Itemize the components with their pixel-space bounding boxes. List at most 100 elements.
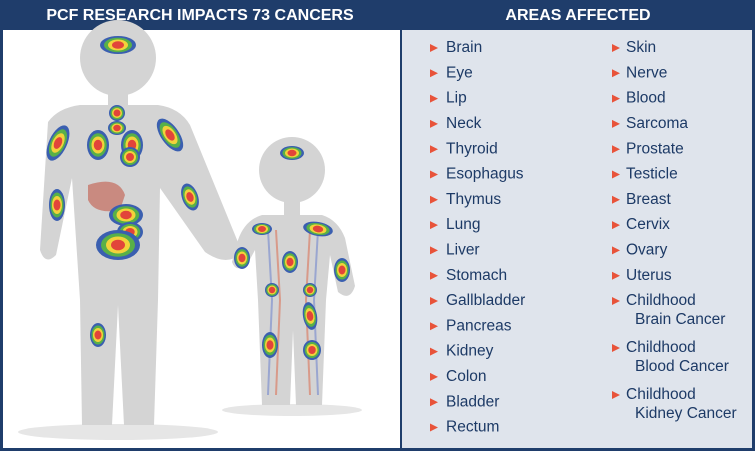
list-item: Blood Cancer bbox=[635, 358, 729, 375]
heat-spot bbox=[156, 118, 184, 152]
areas-list: Brain Eye Lip Neck Thyroid Esophagus Thymus Lun… bbox=[430, 39, 737, 436]
heat-spot bbox=[280, 146, 304, 160]
heat-spot bbox=[109, 204, 143, 226]
list-item: Childhood bbox=[626, 386, 696, 403]
list-item: Sarcoma bbox=[626, 115, 688, 132]
figures bbox=[18, 20, 362, 440]
bullet bbox=[612, 119, 620, 128]
list-item: Bladder bbox=[446, 393, 499, 410]
child-neck bbox=[284, 200, 300, 216]
list-item: Prostate bbox=[626, 140, 684, 157]
left-title: PCF RESEARCH IMPACTS 73 CANCERS bbox=[46, 7, 354, 24]
heat-layer bbox=[312, 225, 324, 233]
list-item: Liver bbox=[446, 241, 480, 258]
heat-layer bbox=[112, 41, 124, 49]
heat-spot bbox=[303, 340, 321, 360]
heat-layer bbox=[306, 286, 314, 294]
heat-layer bbox=[338, 265, 346, 275]
heat-layer bbox=[53, 199, 61, 211]
right-title: AREAS AFFECTED bbox=[505, 7, 650, 24]
bullet bbox=[612, 195, 620, 204]
child-head bbox=[259, 137, 325, 203]
right-panel bbox=[402, 30, 752, 448]
heat-spot bbox=[303, 221, 333, 237]
heat-spot bbox=[303, 283, 317, 297]
bullet bbox=[612, 145, 620, 154]
heat-layer bbox=[238, 253, 246, 263]
heat-spot bbox=[302, 302, 318, 330]
list-item: Testicle bbox=[626, 166, 678, 183]
shadow bbox=[222, 404, 362, 416]
bullet bbox=[430, 297, 438, 305]
bullet bbox=[430, 170, 438, 179]
heat-spot bbox=[265, 283, 279, 297]
heat-spot bbox=[90, 323, 106, 347]
heat-layer bbox=[258, 226, 266, 232]
list-item: Pancreas bbox=[446, 317, 512, 334]
heat-spot bbox=[46, 125, 70, 161]
heat-spot bbox=[252, 223, 272, 235]
bullet bbox=[430, 119, 438, 128]
heat-layer bbox=[93, 139, 103, 151]
heat-layer bbox=[120, 210, 132, 220]
bullet bbox=[612, 170, 620, 179]
heat-layer bbox=[308, 346, 316, 354]
adult-head bbox=[80, 20, 156, 96]
heat-spot bbox=[109, 105, 125, 121]
heat-layer bbox=[94, 330, 102, 340]
bullet bbox=[430, 145, 438, 154]
bullet bbox=[612, 297, 620, 305]
list-item: Stomach bbox=[446, 267, 507, 284]
heat-spot bbox=[262, 332, 278, 358]
heat-spot bbox=[100, 36, 136, 54]
heat-spot bbox=[234, 247, 250, 269]
vessels bbox=[275, 229, 311, 396]
list-item: Brain bbox=[446, 39, 482, 56]
bullet bbox=[430, 221, 438, 230]
list-item: Childhood bbox=[626, 292, 696, 309]
list-item: Kidney bbox=[446, 343, 494, 360]
heat-spot bbox=[282, 251, 298, 273]
bullet bbox=[430, 423, 438, 432]
list-item: Skin bbox=[626, 39, 656, 56]
bullet bbox=[612, 344, 620, 352]
bullet bbox=[612, 44, 620, 52]
heat-layer bbox=[306, 311, 314, 321]
bullet bbox=[430, 246, 438, 255]
heat-layer bbox=[286, 257, 294, 267]
heat-spot bbox=[49, 189, 65, 221]
heat-layer bbox=[186, 192, 194, 202]
bullet bbox=[430, 322, 438, 331]
list-item: Nerve bbox=[626, 64, 667, 81]
heat-layer bbox=[53, 137, 63, 149]
heat-spots bbox=[46, 36, 350, 360]
list-item: Eye bbox=[446, 64, 473, 81]
list-item: Thymus bbox=[446, 191, 501, 208]
heat-layer bbox=[266, 340, 274, 350]
heat-layer bbox=[126, 153, 134, 161]
list-item: Gallbladder bbox=[446, 292, 525, 309]
shadow bbox=[18, 424, 218, 440]
bullet bbox=[612, 271, 620, 280]
list-item: Brain Cancer bbox=[635, 311, 725, 328]
heat-spot bbox=[108, 121, 126, 135]
bullet bbox=[430, 372, 438, 381]
child-body bbox=[232, 215, 355, 405]
list-item: Esophagus bbox=[446, 166, 524, 183]
list-item: Lip bbox=[446, 90, 467, 107]
bullet bbox=[430, 69, 438, 78]
heat-layer bbox=[111, 239, 125, 251]
bullet bbox=[612, 69, 620, 78]
organ bbox=[88, 181, 125, 212]
list-item: Cervix bbox=[626, 216, 670, 233]
bullet bbox=[612, 94, 620, 103]
list-item: Neck bbox=[446, 115, 482, 132]
list-item: Ovary bbox=[626, 241, 668, 258]
list-item: Thyroid bbox=[446, 140, 498, 157]
vessels bbox=[267, 229, 319, 396]
list-item: Rectum bbox=[446, 419, 499, 436]
list-item: Blood bbox=[626, 90, 666, 107]
list-item: Kidney Cancer bbox=[635, 405, 737, 422]
heat-spot bbox=[181, 183, 199, 211]
